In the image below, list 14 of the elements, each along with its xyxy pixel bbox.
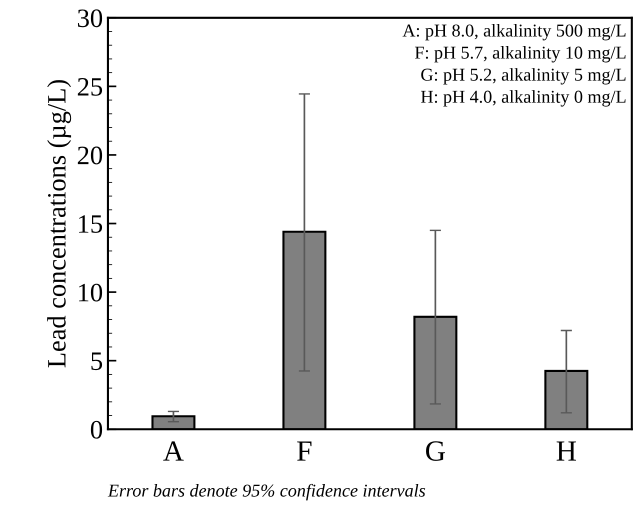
y-tick-label: 5 — [91, 352, 102, 370]
y-tick-label: 30 — [78, 9, 102, 28]
y-tick-label: 15 — [79, 215, 102, 233]
y-tick-label: 20 — [78, 146, 102, 164]
y-tick-label: 25 — [78, 78, 102, 96]
x-tick-label: A — [163, 441, 184, 461]
text: Error bars denote 95% confidence intervals — [108, 484, 426, 500]
x-tick-label: H — [556, 442, 576, 461]
x-tick-label: F — [297, 442, 312, 461]
annotation: A: pH 8.0, alkalinity 500 mg/L F: pH 5.7, alkalinity 10 mg/L G: pH 5.2, alkalinity 5 mg/L H: pH 4.0, alkalinity 0 mg/L — [402, 24, 626, 107]
y-axis-title: Lead concentrations (µg/L) — [47, 80, 72, 368]
x-tick-label: G — [426, 441, 445, 461]
y-tick-label: 0 — [90, 420, 102, 439]
y-tick-label: 10 — [79, 284, 102, 302]
